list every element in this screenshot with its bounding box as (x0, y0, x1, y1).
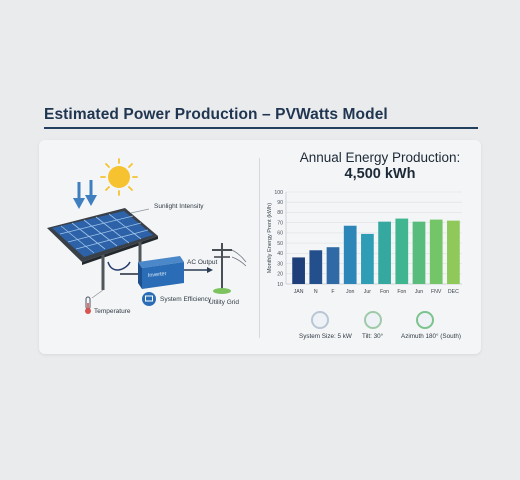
bar (447, 220, 460, 284)
page-title: Estimated Power Production – PVWatts Mod… (44, 106, 388, 123)
solar-panel-icon (47, 208, 158, 290)
x-tick-label: Jon (346, 289, 354, 295)
bar (378, 221, 391, 284)
bar (326, 247, 340, 284)
ac-output-label: AC Output (187, 259, 218, 266)
bar (292, 257, 305, 284)
efficiency-label: System Efficiency (160, 296, 212, 303)
temperature-label: Temperature (94, 308, 131, 315)
efficiency-icon (142, 292, 156, 306)
spec-system-size: System Size: 5 kW (299, 333, 352, 340)
x-tick-label: JAN (294, 289, 304, 295)
y-tick-label: 80 (277, 210, 283, 216)
grid-label: Utility Grid (209, 299, 239, 306)
inverter-icon: Inverter (138, 256, 184, 289)
thermometer-icon (85, 296, 91, 314)
bar (309, 250, 323, 284)
x-tick-label: FNV (431, 289, 442, 295)
x-tick-label: N (314, 289, 318, 295)
spec-azimuth: Azimuth 180° (South) (401, 333, 461, 340)
sunlight-arrow-icon (73, 180, 97, 209)
bar (429, 219, 443, 284)
x-tick-label: Fon (380, 289, 389, 295)
spec-tilt: Tilt: 30° (362, 333, 384, 340)
panel-size-icon (311, 311, 329, 329)
y-tick-label: 40 (277, 251, 283, 257)
bar (395, 218, 409, 284)
x-tick-label: Jun (415, 289, 423, 295)
compass-icon (416, 311, 434, 329)
chart-total: 4,500 kWh (344, 166, 416, 182)
y-tick-label: 20 (277, 272, 283, 278)
bar (343, 225, 357, 284)
energy-bar-chart: 10 20 30 40 50 60 70 80 90 100 Monthly Energy Pren… (267, 190, 462, 295)
system-diagram: Inverter (47, 158, 247, 314)
svg-text:Inverter: Inverter (148, 271, 167, 279)
sun-icon (100, 158, 138, 196)
y-tick-label: 10 (277, 282, 283, 288)
title-rule (44, 127, 478, 129)
y-tick-label: 90 (277, 200, 283, 206)
y-tick-label: 50 (277, 241, 283, 247)
y-tick-label: 30 (277, 261, 283, 267)
tilt-icon (364, 311, 382, 329)
x-tick-label: DEC (448, 289, 459, 295)
x-tick-label: Jur (364, 289, 371, 295)
utility-pole-icon (212, 243, 247, 294)
y-tick-label: 100 (274, 190, 283, 196)
chart-title: Annual Energy Production: (299, 150, 461, 165)
y-tick-label: 60 (277, 231, 283, 237)
card-divider (259, 158, 260, 338)
y-axis-label: Monthly Energy Prent (kWh) (267, 203, 273, 273)
bar (412, 221, 426, 284)
x-tick-label: Fon (397, 289, 406, 295)
bar (361, 233, 374, 284)
sunlight-label: Sunlight Intensity (154, 203, 204, 210)
y-tick-label: 70 (277, 220, 283, 226)
x-tick-label: F (331, 289, 334, 295)
